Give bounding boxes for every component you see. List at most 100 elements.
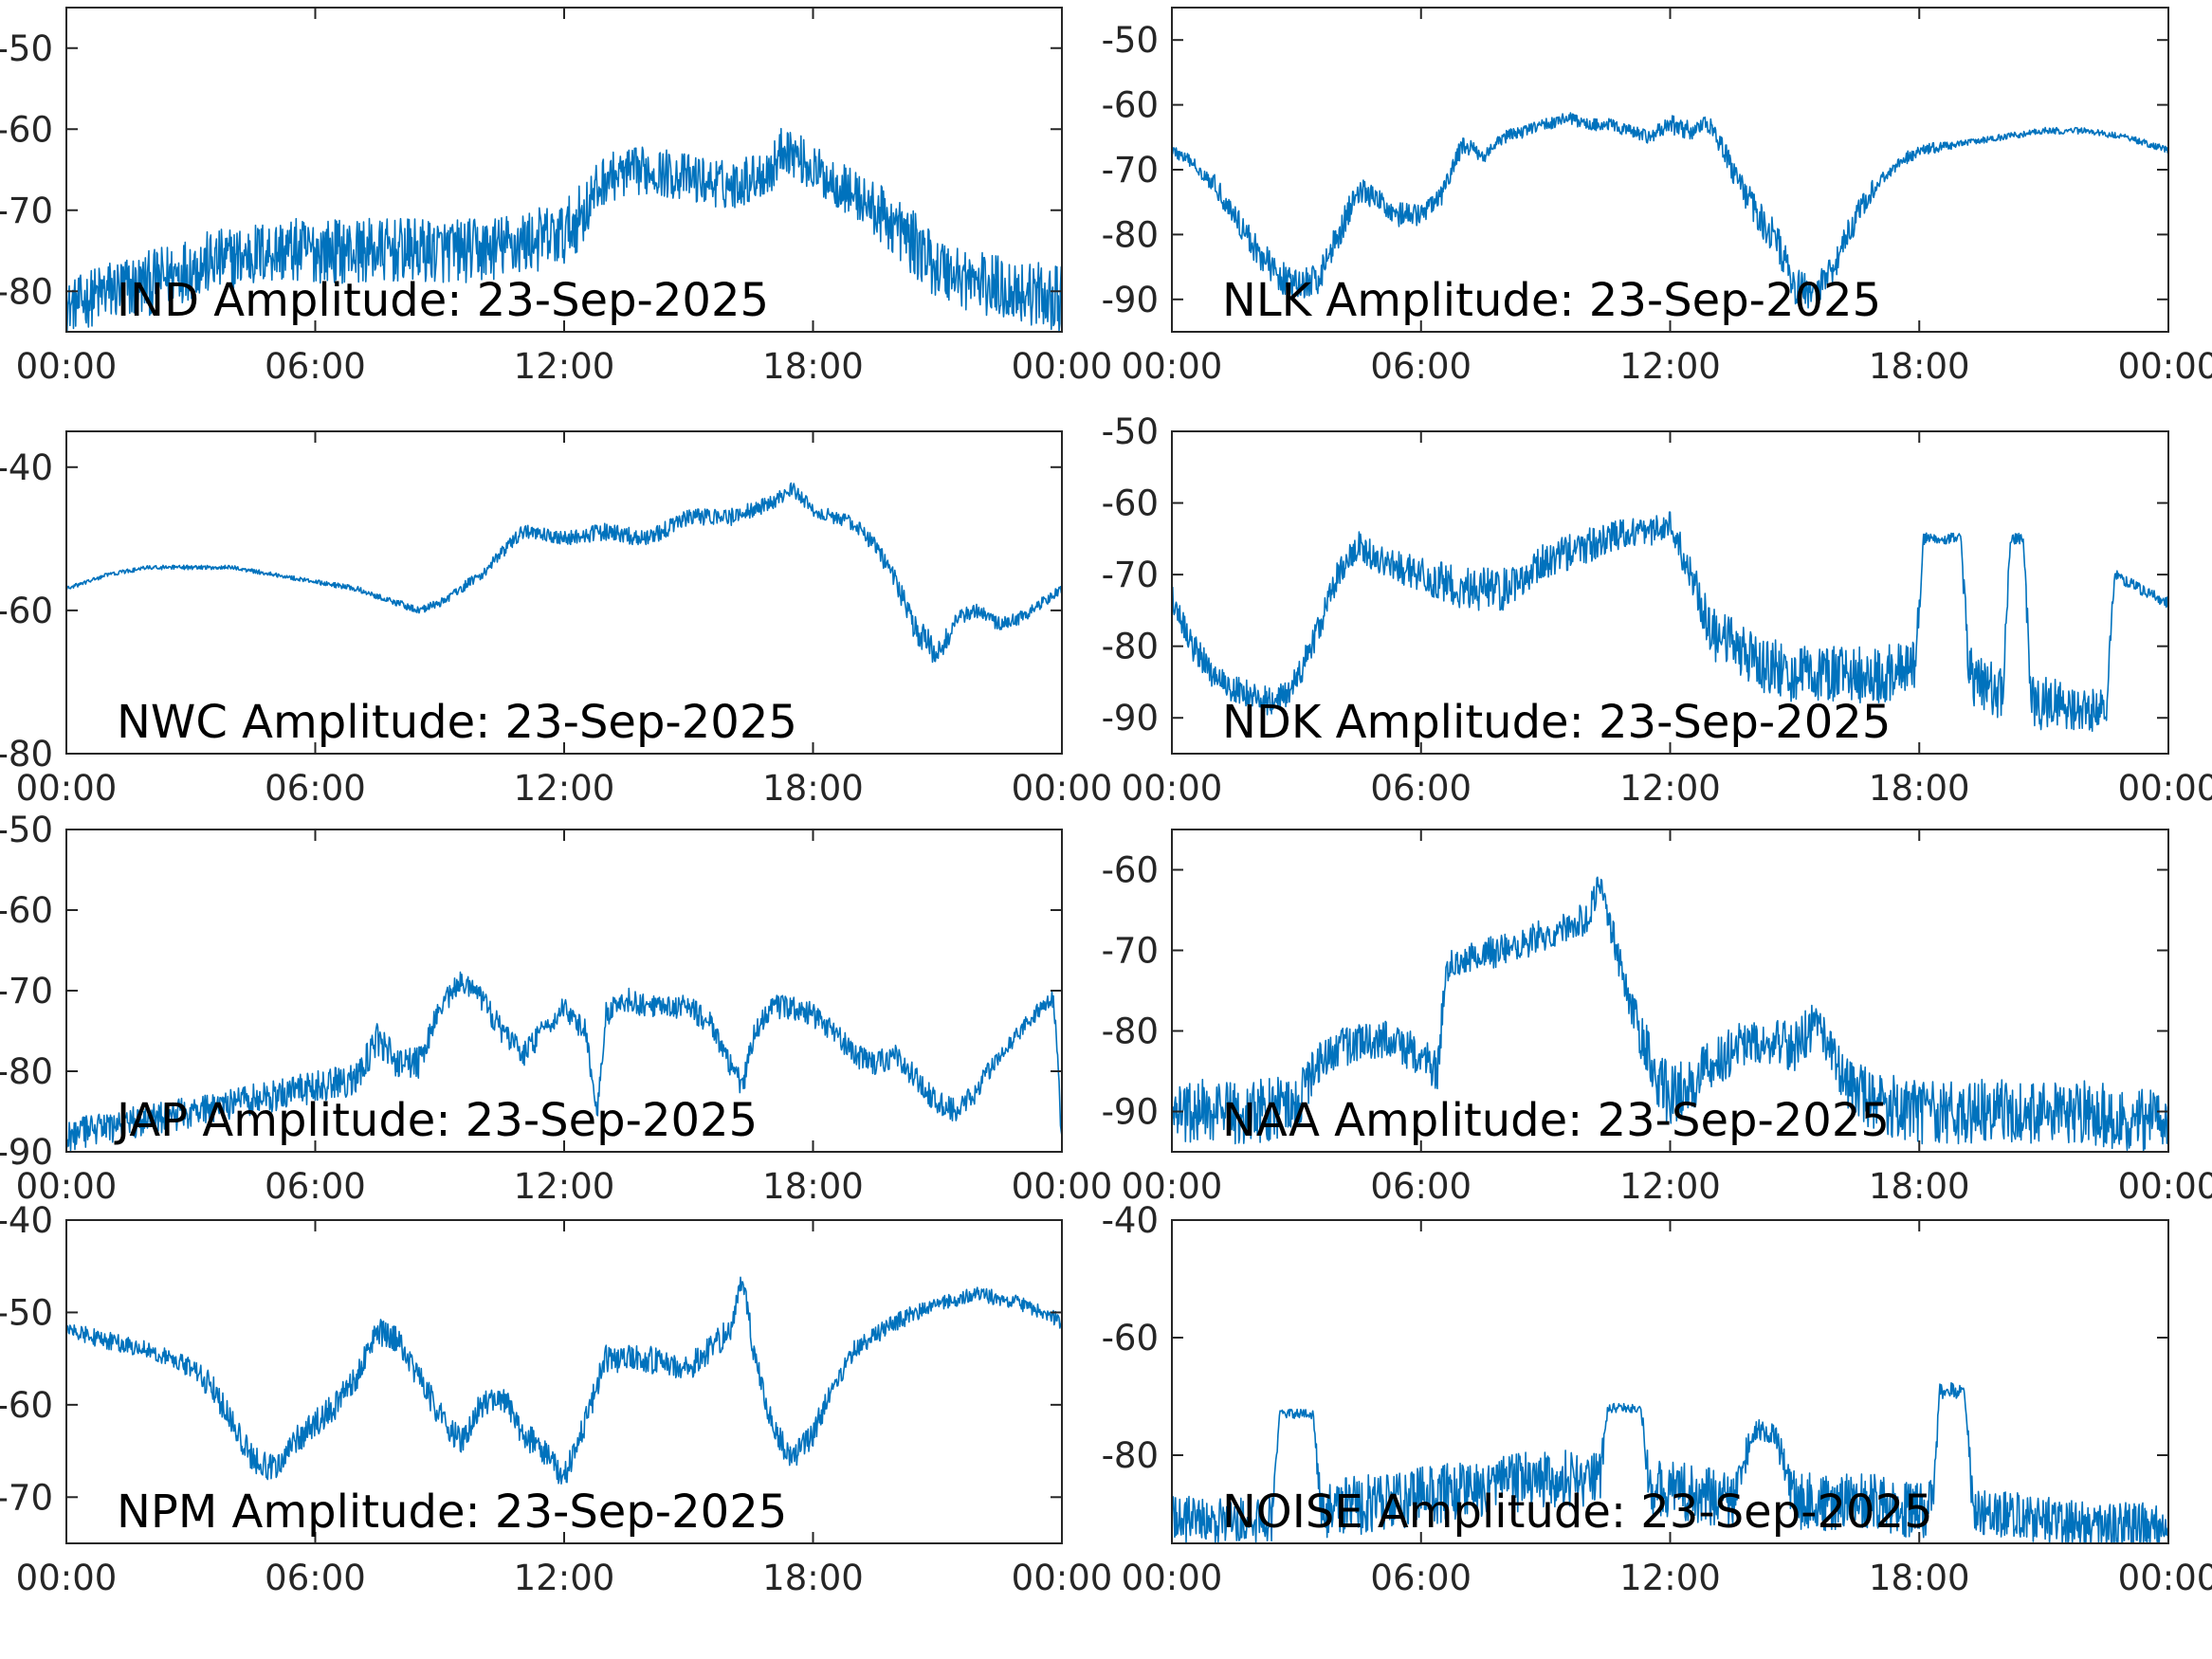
npm-x-tick-label: 00:00: [16, 1558, 118, 1598]
ind-ticks: 00:00 06:00 12:00 18:00 00:00 -50 -60 -70 -80: [0, 8, 1112, 387]
nlk-x-tick-label: 12:00: [1619, 346, 1721, 387]
jap-amplitude-line: [66, 971, 1062, 1152]
nwc-x-tick-label: 00:00: [16, 768, 118, 809]
jap-y-tick-label: -90: [0, 1132, 53, 1173]
naa-x-tick-label: 00:00: [2118, 1166, 2212, 1207]
ind-y-tick-label: -80: [0, 271, 53, 312]
naa-y-tick-label: -80: [1102, 1012, 1159, 1052]
nwc-y-tick-label: -80: [0, 734, 53, 775]
nlk-y-tick-label: -50: [1102, 20, 1159, 61]
nwc-x-tick-label: 18:00: [762, 768, 864, 809]
nwc-amplitude-line: [66, 482, 1062, 664]
noise-x-tick-label: 18:00: [1869, 1558, 1970, 1598]
panel-npm: 00:00 06:00 12:00 18:00 00:00 -40 -50 -60 -70 NP…: [0, 1200, 1112, 1598]
ndk-y-tick-label: -90: [1102, 698, 1159, 738]
nwc-x-tick-label: 12:00: [514, 768, 615, 809]
ndk-x-tick-label: 12:00: [1619, 768, 1721, 809]
nlk-x-tick-label: 00:00: [1122, 346, 1223, 387]
panel-ind: 00:00 06:00 12:00 18:00 00:00 -50 -60 -70 -80 IN…: [0, 7, 1112, 387]
npm-y-tick-label: -50: [0, 1292, 53, 1333]
jap-y-tick-label: -50: [0, 810, 53, 850]
naa-x-tick-label: 18:00: [1869, 1166, 1970, 1207]
noise-amplitude-line: [1172, 1381, 2168, 1543]
nwc-x-tick-label: 00:00: [1012, 768, 1113, 809]
naa-y-tick-label: -60: [1102, 850, 1159, 891]
ind-x-tick-label: 12:00: [514, 346, 615, 387]
naa-x-tick-label: 12:00: [1619, 1166, 1721, 1207]
nlk-y-tick-label: -90: [1102, 280, 1159, 320]
noise-ticks: 00:00 06:00 12:00 18:00 00:00 -40 -60 -80: [1102, 1200, 2212, 1598]
jap-y-tick-label: -60: [0, 890, 53, 931]
nlk-x-tick-label: 00:00: [2118, 346, 2212, 387]
jap-x-tick-label: 00:00: [16, 1166, 118, 1207]
jap-title: JAP Amplitude: 23-Sep-2025: [114, 1094, 758, 1147]
ind-y-tick-label: -60: [0, 109, 53, 150]
ndk-title: NDK Amplitude: 23-Sep-2025: [1222, 696, 1891, 749]
naa-amplitude-trace: [1172, 876, 2168, 1152]
nlk-y-tick-label: -80: [1102, 214, 1159, 255]
panel-noise: 00:00 06:00 12:00 18:00 00:00 -40 -60 -80 NOISE…: [1102, 1200, 2212, 1598]
nwc-ticks: 00:00 06:00 12:00 18:00 00:00 -40 -60 -80: [0, 431, 1112, 809]
npm-ticks: 00:00 06:00 12:00 18:00 00:00 -40 -50 -60 -70: [0, 1200, 1112, 1598]
ind-x-tick-label: 00:00: [16, 346, 118, 387]
jap-x-tick-label: 00:00: [1012, 1166, 1113, 1207]
npm-x-tick-label: 12:00: [514, 1558, 615, 1598]
ind-x-tick-label: 06:00: [265, 346, 366, 387]
ndk-y-tick-label: -50: [1102, 411, 1159, 452]
ind-x-tick-label: 18:00: [762, 346, 864, 387]
ndk-amplitude-trace: [1172, 511, 2168, 732]
noise-x-tick-label: 06:00: [1370, 1558, 1472, 1598]
nwc-y-tick-label: -60: [0, 591, 53, 631]
nwc-title: NWC Amplitude: 23-Sep-2025: [117, 696, 797, 749]
noise-x-tick-label: 00:00: [2118, 1558, 2212, 1598]
nlk-x-tick-label: 18:00: [1869, 346, 1970, 387]
ndk-y-tick-label: -60: [1102, 483, 1159, 524]
ndk-y-tick-label: -70: [1102, 555, 1159, 595]
ind-y-tick-label: -50: [0, 28, 53, 69]
noise-title: NOISE Amplitude: 23-Sep-2025: [1222, 1486, 1933, 1539]
noise-y-tick-label: -60: [1102, 1318, 1159, 1358]
nlk-title: NLK Amplitude: 23-Sep-2025: [1222, 274, 1881, 327]
nlk-amplitude-trace: [1172, 112, 2168, 309]
panel-nlk: 00:00 06:00 12:00 18:00 00:00 -50 -60 -70 -80 -90…: [1102, 7, 2212, 387]
npm-y-tick-label: -40: [0, 1200, 53, 1241]
nwc-x-tick-label: 06:00: [265, 768, 366, 809]
npm-x-tick-label: 18:00: [762, 1558, 864, 1598]
ind-title: IND Amplitude: 23-Sep-2025: [117, 274, 769, 327]
naa-x-tick-label: 00:00: [1122, 1166, 1223, 1207]
naa-ticks: 00:00 06:00 12:00 18:00 00:00 -60 -70 -80 -90: [1102, 830, 2212, 1207]
ndk-x-tick-label: 18:00: [1869, 768, 1970, 809]
jap-amplitude-trace: [66, 971, 1062, 1152]
ind-y-tick-label: -70: [0, 191, 53, 231]
noise-amplitude-trace: [1172, 1381, 2168, 1543]
ndk-x-tick-label: 06:00: [1370, 768, 1472, 809]
npm-y-tick-label: -70: [0, 1477, 53, 1518]
naa-y-tick-label: -90: [1102, 1092, 1159, 1133]
nwc-y-tick-label: -40: [0, 447, 53, 488]
jap-x-tick-label: 06:00: [265, 1166, 366, 1207]
ndk-x-tick-label: 00:00: [2118, 768, 2212, 809]
naa-title: NAA Amplitude: 23-Sep-2025: [1222, 1094, 1890, 1147]
panel-nwc: 00:00 06:00 12:00 18:00 00:00 -40 -60 -80 NWC A…: [0, 430, 1112, 809]
noise-x-tick-label: 00:00: [1122, 1558, 1223, 1598]
ind-amplitude-trace: [66, 127, 1062, 332]
noise-y-tick-label: -80: [1102, 1435, 1159, 1476]
nwc-amplitude-trace: [66, 482, 1062, 664]
ind-amplitude-line: [66, 127, 1062, 332]
noise-y-tick-label: -40: [1102, 1200, 1159, 1241]
naa-amplitude-line: [1172, 876, 2168, 1152]
naa-y-tick-label: -70: [1102, 931, 1159, 972]
jap-y-tick-label: -70: [0, 971, 53, 1012]
jap-x-tick-label: 12:00: [514, 1166, 615, 1207]
nlk-ticks: 00:00 06:00 12:00 18:00 00:00 -50 -60 -70 -80 -90: [1102, 8, 2212, 387]
nlk-y-tick-label: -60: [1102, 85, 1159, 126]
npm-amplitude-line: [66, 1276, 1062, 1485]
ndk-y-tick-label: -80: [1102, 627, 1159, 667]
ind-x-tick-label: 00:00: [1012, 346, 1113, 387]
panel-naa: 00:00 06:00 12:00 18:00 00:00 -60 -70 -80 -90 NA…: [1102, 829, 2212, 1207]
ndk-ticks: 00:00 06:00 12:00 18:00 00:00 -50 -60 -70 -80 -90: [1102, 411, 2212, 809]
npm-x-tick-label: 06:00: [265, 1558, 366, 1598]
jap-x-tick-label: 18:00: [762, 1166, 864, 1207]
npm-y-tick-label: -60: [0, 1385, 53, 1426]
